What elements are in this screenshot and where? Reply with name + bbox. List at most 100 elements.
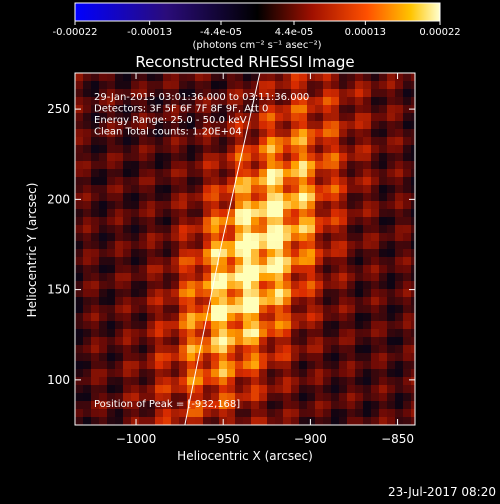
heatmap-cell	[339, 193, 347, 201]
heatmap-cell	[235, 201, 243, 209]
heatmap-cell	[123, 369, 131, 377]
heatmap-cell	[187, 361, 195, 369]
heatmap-cell	[315, 105, 323, 113]
heatmap-cell	[107, 145, 115, 153]
heatmap-cell	[163, 113, 171, 121]
heatmap-cell	[371, 417, 379, 425]
heatmap-cell	[203, 353, 211, 361]
heatmap-cell	[235, 185, 243, 193]
heatmap-cell	[243, 217, 251, 225]
heatmap-cell	[235, 225, 243, 233]
heatmap-cell	[259, 361, 267, 369]
heatmap-cell	[355, 153, 363, 161]
heatmap-cell	[283, 169, 291, 177]
heatmap-cell	[339, 209, 347, 217]
heatmap-cell	[211, 249, 219, 257]
heatmap-cell	[363, 297, 371, 305]
heatmap-cell	[251, 313, 259, 321]
heatmap-cell	[355, 97, 363, 105]
heatmap-cell	[347, 225, 355, 233]
heatmap-cell	[347, 321, 355, 329]
heatmap-cell	[411, 137, 415, 145]
heatmap-cell	[147, 313, 155, 321]
heatmap-cell	[307, 73, 315, 81]
heatmap-cell	[323, 385, 331, 393]
heatmap-cell	[243, 345, 251, 353]
heatmap-cell	[395, 89, 403, 97]
heatmap-cell	[139, 257, 147, 265]
heatmap-cell	[323, 217, 331, 225]
heatmap-cell	[243, 73, 251, 81]
heatmap-cell	[315, 289, 323, 297]
heatmap-cell	[139, 369, 147, 377]
heatmap-cell	[131, 361, 139, 369]
heatmap-cell	[355, 289, 363, 297]
heatmap-cell	[323, 73, 331, 81]
heatmap-cell	[179, 329, 187, 337]
heatmap-cell	[203, 401, 211, 409]
heatmap-cell	[395, 169, 403, 177]
heatmap-cell	[203, 273, 211, 281]
heatmap-cell	[219, 177, 227, 185]
heatmap-cell	[179, 385, 187, 393]
heatmap-cell	[219, 153, 227, 161]
heatmap-cell	[203, 257, 211, 265]
heatmap-cell	[379, 233, 387, 241]
heatmap-cell	[123, 353, 131, 361]
heatmap-cell	[211, 321, 219, 329]
heatmap-cell	[283, 105, 291, 113]
heatmap-cell	[323, 177, 331, 185]
heatmap-cell	[147, 129, 155, 137]
heatmap-cell	[259, 345, 267, 353]
heatmap-cell	[299, 305, 307, 313]
heatmap-cell	[403, 329, 411, 337]
heatmap-cell	[291, 289, 299, 297]
heatmap-cell	[315, 153, 323, 161]
heatmap-cell	[411, 89, 415, 97]
heatmap-cell	[379, 193, 387, 201]
heatmap-cell	[291, 265, 299, 273]
heatmap-cell	[411, 361, 415, 369]
heatmap-cell	[203, 193, 211, 201]
heatmap-cell	[299, 361, 307, 369]
heatmap-cell	[123, 417, 131, 425]
heatmap-cell	[147, 297, 155, 305]
heatmap-cell	[259, 161, 267, 169]
heatmap-cell	[155, 313, 163, 321]
heatmap-cell	[275, 121, 283, 129]
heatmap-cell	[123, 313, 131, 321]
heatmap-cell	[267, 409, 275, 417]
x-tick-label: −950	[207, 432, 240, 446]
heatmap-cell	[147, 345, 155, 353]
heatmap-cell	[147, 177, 155, 185]
heatmap-cell	[339, 281, 347, 289]
heatmap-cell	[395, 233, 403, 241]
heatmap-cell	[275, 257, 283, 265]
heatmap-cell	[115, 241, 123, 249]
heatmap-cell	[99, 105, 107, 113]
heatmap-cell	[187, 401, 195, 409]
heatmap-cell	[123, 209, 131, 217]
heatmap-cell	[83, 417, 91, 425]
heatmap-cell	[211, 161, 219, 169]
heatmap-cell	[83, 297, 91, 305]
heatmap-cell	[387, 257, 395, 265]
heatmap-cell	[355, 249, 363, 257]
heatmap-cell	[355, 305, 363, 313]
heatmap-cell	[75, 273, 83, 281]
heatmap-cell	[179, 297, 187, 305]
heatmap-cell	[171, 153, 179, 161]
heatmap-cell	[227, 209, 235, 217]
heatmap-cell	[219, 81, 227, 89]
heatmap-cell	[171, 321, 179, 329]
heatmap-cell	[379, 249, 387, 257]
heatmap-cell	[339, 121, 347, 129]
heatmap-cell	[179, 73, 187, 81]
heatmap-cell	[267, 153, 275, 161]
heatmap-cell	[187, 113, 195, 121]
heatmap-cell	[387, 225, 395, 233]
heatmap-cell	[307, 169, 315, 177]
heatmap-cell	[275, 225, 283, 233]
heatmap-cell	[99, 209, 107, 217]
heatmap-cell	[83, 361, 91, 369]
